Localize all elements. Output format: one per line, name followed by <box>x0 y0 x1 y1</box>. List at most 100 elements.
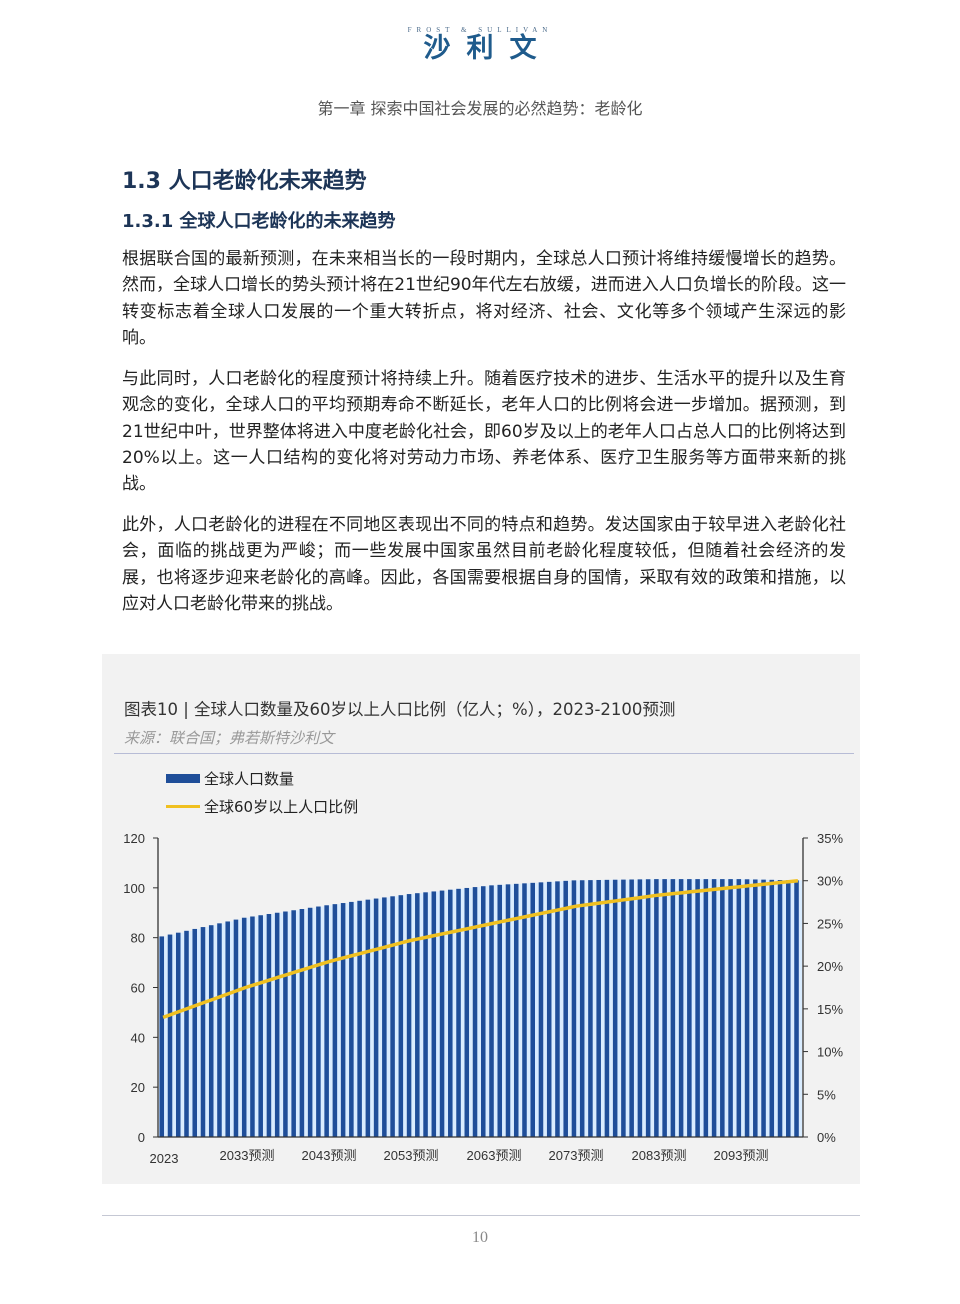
population-bar <box>489 885 494 1137</box>
section-title: 1.3 人口老龄化未来趋势 <box>122 169 367 194</box>
left-tick-label: 20 <box>131 1080 145 1095</box>
population-bar <box>423 892 428 1137</box>
legend-item-ratio: 全球60岁以上人口比例 <box>166 792 358 820</box>
population-bar <box>670 879 676 1137</box>
population-bar <box>175 932 181 1137</box>
population-bar <box>555 881 560 1137</box>
logo-english: FROST & SULLIVAN <box>407 26 553 34</box>
population-bar <box>571 880 577 1137</box>
population-bar <box>159 936 165 1137</box>
population-bar <box>208 925 214 1137</box>
population-bar <box>505 884 511 1137</box>
legend-label-ratio: 全球60岁以上人口比例 <box>204 797 359 816</box>
population-bar <box>744 879 750 1137</box>
figure-source: 来源：联合国；弗若斯特沙利文 <box>124 729 335 747</box>
population-bar <box>439 890 445 1137</box>
population-bar <box>291 910 296 1137</box>
population-bar <box>225 921 230 1137</box>
population-bar <box>332 904 338 1137</box>
population-bar <box>373 898 379 1137</box>
population-bar <box>184 930 189 1137</box>
population-bar <box>522 883 527 1137</box>
population-bar <box>579 880 585 1137</box>
population-bar <box>530 882 535 1137</box>
population-bar <box>406 894 412 1137</box>
population-bar <box>324 905 329 1137</box>
population-bar <box>274 912 280 1137</box>
population-bar <box>604 879 610 1137</box>
right-tick-label: 35% <box>817 831 843 846</box>
population-bar <box>167 934 173 1137</box>
population-bar <box>217 923 222 1137</box>
page-number: 10 <box>472 1229 488 1246</box>
population-bar <box>621 879 626 1137</box>
population-bar <box>241 917 247 1137</box>
frost-sullivan-logo: FROST & SULLIVAN 沙利文 <box>0 26 960 64</box>
left-tick-label: 120 <box>123 831 145 846</box>
population-bar <box>637 879 643 1137</box>
population-bar <box>340 903 346 1137</box>
population-bar <box>365 899 371 1137</box>
x-tick-label: 2043预测 <box>302 1148 357 1163</box>
population-bar <box>299 909 305 1137</box>
population-bar <box>563 880 568 1137</box>
legend-item-population: 全球人口数量 <box>166 764 358 792</box>
population-bar <box>662 879 667 1137</box>
population-bar <box>654 879 659 1137</box>
population-bar <box>786 880 791 1137</box>
population-bar <box>464 887 470 1137</box>
right-tick-label: 10% <box>817 1045 843 1060</box>
population-bar <box>728 879 733 1137</box>
left-tick-label: 40 <box>131 1030 145 1045</box>
population-bar <box>357 900 362 1137</box>
population-bar <box>258 915 263 1137</box>
population-bar <box>596 879 601 1137</box>
population-bar <box>349 901 354 1137</box>
population-bar <box>629 879 634 1137</box>
paragraph-1: 根据联合国的最新预测，在未来相当长的一段时期内，全球总人口预计将维持缓慢增长的趋… <box>122 249 846 348</box>
population-bar <box>448 889 453 1137</box>
right-tick-label: 20% <box>817 959 843 974</box>
population-bar <box>588 880 593 1137</box>
population-bar <box>316 906 321 1137</box>
population-bar <box>703 879 709 1137</box>
aging-ratio-line <box>162 878 799 1020</box>
x-tick-label: 2063预测 <box>467 1148 522 1163</box>
population-bar <box>415 893 420 1137</box>
chart-legend: 全球人口数量 全球60岁以上人口比例 <box>166 764 358 820</box>
paragraph-2: 与此同时，人口老龄化的程度预计将持续上升。随着医疗技术的进步、生活水平的提升以及… <box>122 369 846 495</box>
footer-divider <box>102 1215 860 1216</box>
right-tick-label: 5% <box>817 1087 836 1102</box>
bar-swatch-icon <box>166 773 200 783</box>
left-tick-label: 100 <box>123 881 145 896</box>
population-bar <box>546 881 552 1137</box>
population-bar <box>645 879 651 1137</box>
population-bar <box>431 891 437 1137</box>
population-bar <box>472 887 478 1137</box>
figure-panel: 图表10 | 全球人口数量及60岁以上人口比例（亿人；%），2023-2100预… <box>102 654 860 1184</box>
population-bar <box>777 880 783 1137</box>
line-swatch-icon <box>166 804 200 808</box>
legend-label-population: 全球人口数量 <box>204 769 295 788</box>
population-bar <box>382 897 387 1137</box>
population-bar <box>481 886 486 1137</box>
combo-chart: 0 20 40 60 80 100 120 0% 5% 10% 15% 20% 25% 30% 35% 202… <box>123 831 843 1166</box>
x-tick-label: 2083预测 <box>632 1148 687 1163</box>
population-bar <box>497 884 503 1137</box>
population-bar <box>612 879 618 1137</box>
right-tick-label: 25% <box>817 916 843 931</box>
population-bar <box>390 896 395 1137</box>
population-bar <box>283 911 288 1137</box>
population-bar <box>456 888 461 1137</box>
population-bar <box>736 879 742 1137</box>
x-tick-label: 2033预测 <box>220 1148 275 1163</box>
x-tick-label: 2023 <box>150 1151 179 1166</box>
x-tick-label: 2053预测 <box>384 1148 439 1163</box>
subsection-title: 1.3.1 全球人口老龄化的未来趋势 <box>122 211 396 232</box>
x-tick-label: 2073预测 <box>549 1148 604 1163</box>
population-bar <box>695 879 700 1137</box>
population-bar <box>794 880 799 1137</box>
left-tick-label: 60 <box>131 981 145 996</box>
population-bar <box>398 895 404 1137</box>
right-tick-label: 30% <box>817 874 843 889</box>
